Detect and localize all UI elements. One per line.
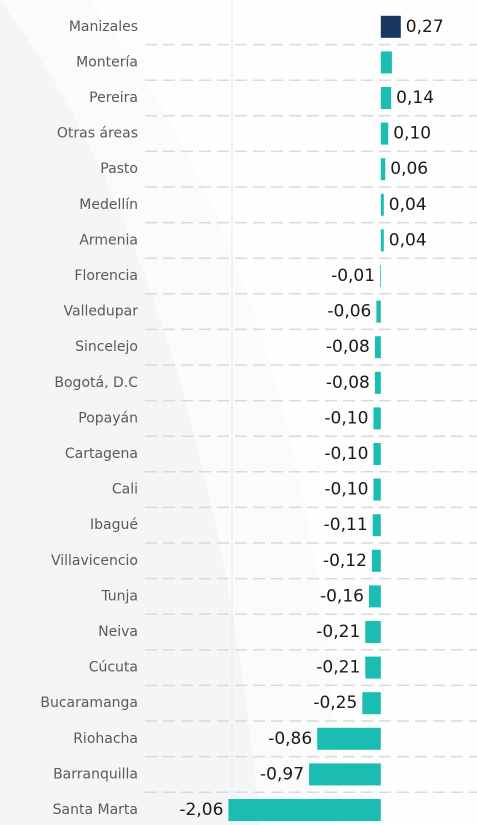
category-label: Ibagué: [90, 517, 138, 533]
category-label: Neiva: [98, 624, 138, 640]
bar: [374, 336, 381, 359]
category-label: Popayán: [78, 410, 138, 426]
bar: [380, 51, 392, 74]
value-label: -0,01: [331, 266, 375, 286]
bar: [374, 371, 381, 394]
category-label: Villavicencio: [51, 553, 138, 569]
category-label: Santa Marta: [53, 802, 138, 818]
value-label: -0,16: [320, 586, 364, 606]
category-label: Cali: [112, 482, 138, 498]
category-label: Manizales: [69, 19, 138, 35]
value-label: -2,06: [179, 800, 223, 820]
bar: [380, 158, 386, 181]
category-label: Riohacha: [73, 731, 138, 747]
bar: [373, 478, 381, 501]
category-label: Cúcuta: [89, 660, 138, 676]
bar: [373, 407, 381, 430]
bar: [380, 229, 384, 252]
category-label: Montería: [76, 54, 138, 70]
bar: [380, 265, 381, 287]
category-label: Bogotá, D.C: [54, 375, 138, 391]
bar: [371, 549, 381, 572]
bar: [317, 727, 381, 750]
category-label: Medellín: [79, 197, 138, 213]
value-label: -0,11: [324, 515, 368, 535]
bar: [365, 656, 381, 679]
value-label: -0,25: [313, 693, 357, 713]
value-label: -0,10: [324, 480, 368, 500]
bar: [373, 443, 381, 465]
category-label: Sincelejo: [75, 339, 138, 355]
value-label: -0,21: [316, 622, 360, 642]
value-label: -0,06: [327, 302, 371, 322]
bar: [380, 193, 384, 216]
value-label: 0,04: [389, 230, 427, 250]
value-label: 0,27: [406, 17, 444, 37]
category-label: Cartagena: [65, 446, 138, 462]
value-label: -0,08: [326, 373, 370, 393]
category-label: Tunja: [100, 588, 138, 604]
bar: [380, 15, 401, 38]
category-label: Valledupar: [64, 304, 139, 320]
category-label: Pasto: [100, 161, 138, 177]
value-label: 0,10: [393, 124, 431, 144]
value-label: 0,06: [390, 159, 428, 179]
category-label: Otras áreas: [57, 126, 138, 142]
category-label: Barranquilla: [53, 766, 138, 782]
category-label: Pereira: [89, 90, 138, 106]
bar: [365, 621, 381, 643]
bar: [362, 692, 381, 715]
value-label: -0,12: [323, 551, 367, 571]
bar: [380, 122, 389, 145]
value-label: -0,10: [324, 444, 368, 464]
value-label: -0,86: [268, 729, 312, 749]
value-label: -0,10: [324, 408, 368, 428]
bar: [309, 763, 381, 786]
bar: [368, 585, 381, 608]
category-label: Bucaramanga: [40, 695, 138, 711]
bar: [228, 799, 381, 821]
value-label: 0,04: [389, 195, 427, 215]
value-label: -0,97: [260, 764, 304, 784]
value-label: -0,08: [326, 337, 370, 357]
bar: [376, 300, 381, 323]
background-shape: [90, 0, 477, 825]
category-label: Florencia: [74, 268, 138, 284]
bar: [380, 87, 392, 109]
value-label: -0,21: [316, 658, 360, 678]
bar: [372, 514, 381, 537]
category-label: Armenia: [79, 232, 138, 248]
value-label: 0,14: [396, 88, 434, 108]
